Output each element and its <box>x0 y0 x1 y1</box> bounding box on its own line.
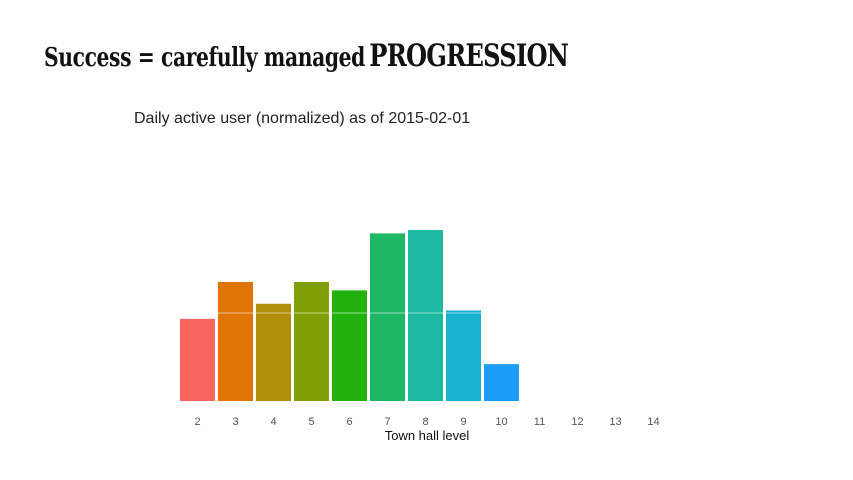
x-ticks-group: 2 3 4 5 6 7 8 9 10 11 12 13 14 <box>194 416 659 428</box>
x-tick-14: 14 <box>647 416 659 428</box>
x-tick-5: 5 <box>308 416 314 428</box>
x-tick-6: 6 <box>346 416 352 428</box>
bar-level-8 <box>408 230 443 401</box>
bar-level-9 <box>446 310 481 401</box>
bar-level-4 <box>256 303 291 401</box>
bar-level-3 <box>218 281 253 401</box>
bar-level-5 <box>294 281 329 401</box>
slide-title-lead: Success = carefully managed <box>44 43 365 73</box>
x-tick-7: 7 <box>384 416 390 428</box>
bar-level-6 <box>332 290 367 401</box>
slide-title-emphasis: PROGRESSION <box>369 38 569 74</box>
bars-group <box>180 230 519 401</box>
bar-level-10 <box>484 364 519 401</box>
chart-title: Daily active user (normalized) as of 201… <box>134 110 471 127</box>
x-tick-3: 3 <box>232 416 238 428</box>
x-tick-11: 11 <box>534 416 545 428</box>
slide-title: Success = carefully managed PROGRESSION <box>44 38 569 74</box>
x-tick-4: 4 <box>270 416 276 428</box>
x-tick-8: 8 <box>422 416 428 428</box>
x-tick-2: 2 <box>194 416 200 428</box>
bar-level-2 <box>180 318 215 401</box>
x-tick-10: 10 <box>495 416 507 428</box>
x-tick-12: 12 <box>571 416 583 428</box>
x-tick-13: 13 <box>609 416 621 428</box>
bar-level-7 <box>370 233 405 401</box>
x-axis-label: Town hall level <box>385 428 470 443</box>
x-tick-9: 9 <box>460 416 466 428</box>
